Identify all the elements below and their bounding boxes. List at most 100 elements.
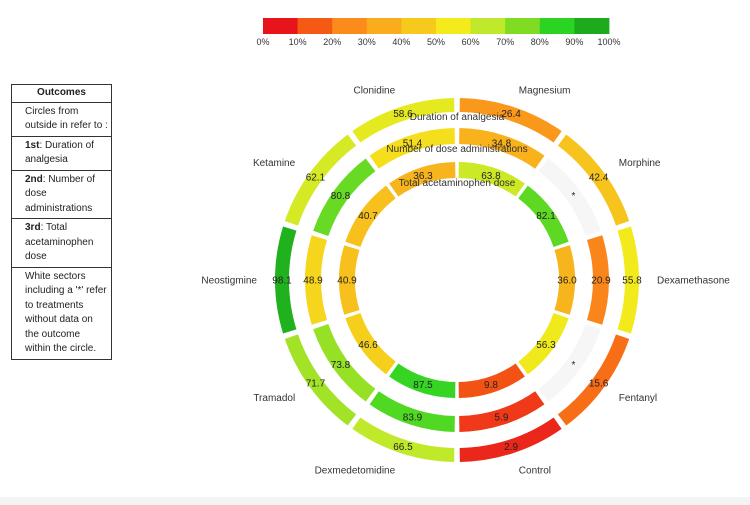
ring-3-title: Total acetaminophen dose: [399, 178, 516, 189]
ring-1-sector-dexamethasone: [617, 226, 639, 334]
legend-row-ring-2-key: 2nd: [25, 173, 43, 185]
treatment-labels: Magnesium Morphine Dexamethasone Fentanyl Co…: [201, 85, 730, 476]
ring-2-value-label: 5.9: [495, 412, 509, 423]
ring-3-sector-magnesium: [458, 162, 525, 197]
outcomes-legend: Outcomes Circles from outside in refer t…: [11, 84, 112, 360]
ring-3-value-label: 9.8: [484, 380, 498, 391]
legend-row-note-text: White sectors including a '*' refer to t…: [25, 270, 107, 355]
ring-1-sector-dexmedetomidine: [352, 417, 455, 462]
ring-2-value-label: 34.8: [492, 139, 512, 150]
ring-1-sector-ketamine: [284, 134, 357, 226]
ring-2-sector-dexamethasone: [586, 235, 609, 325]
ring-1-value-label: 15.6: [589, 378, 609, 389]
ring-1-sector-morphine: [557, 134, 630, 226]
ring-1-sector-fentanyl: [557, 334, 630, 426]
treatment-label-dexmedetomidine: Dexmedetomidine: [315, 466, 396, 477]
ring-2-sector-control: [459, 391, 545, 432]
ring-1-value-label: 66.5: [393, 442, 413, 453]
ring-3-sector-fentanyl: [518, 313, 569, 375]
color-scale-tick-label: 30%: [358, 37, 376, 47]
ring-1-value-label: 58.6: [393, 109, 413, 120]
ring-sectors: [275, 98, 639, 462]
color-scale-swatch: [505, 18, 541, 34]
ring-1-sector-tramadol: [284, 334, 357, 426]
ring-3-value-label: 40.7: [358, 211, 378, 222]
treatment-label-clonidine: Clonidine: [353, 85, 395, 96]
color-scale-legend: 0% 10% 20% 30% 40% 50% 60% 70% 80% 90% 100%: [256, 18, 621, 47]
ring-2-value-label: 80.8: [331, 191, 351, 202]
ring-3-value-label: 56.3: [536, 340, 556, 351]
color-scale-tick-label: 90%: [565, 37, 583, 47]
ring-3-sector-clonidine: [389, 162, 456, 197]
color-scale-tick-label: 70%: [496, 37, 514, 47]
color-scale-tick-label: 80%: [531, 37, 549, 47]
ring-1-sector-clonidine: [352, 98, 455, 143]
outcomes-legend-title: Outcomes: [12, 85, 111, 103]
legend-row-intro: Circles from outside in refer to :: [12, 103, 111, 137]
color-scale-tick-label: 60%: [462, 37, 480, 47]
legend-row-ring-3-key: 3rd: [25, 222, 41, 233]
ring-2-sector-ketamine: [313, 158, 376, 236]
ring-2-value-label: 48.9: [303, 276, 323, 287]
ring-1-value-label: 55.8: [622, 276, 642, 287]
ring-1-value-label: 98.1: [272, 276, 292, 287]
color-scale-swatch: [539, 18, 575, 34]
legend-row-ring-3-text: : Total acetaminophen dose: [25, 222, 94, 262]
color-scale-tick-label: 10%: [289, 37, 307, 47]
treatment-label-dexamethasone: Dexamethasone: [657, 276, 730, 287]
legend-row-intro-text: Circles from outside in refer to :: [25, 105, 108, 132]
ring-3-sector-dexmedetomidine: [389, 363, 456, 398]
ring-2-sector-fentanyl: [538, 324, 601, 402]
ring-3-sector-dexamethasone: [554, 245, 575, 315]
page-footer-band: [0, 497, 750, 505]
color-scale-tick-label: 20%: [323, 37, 341, 47]
treatment-label-neostigmine: Neostigmine: [201, 276, 257, 287]
color-scale-tick-label: 40%: [392, 37, 410, 47]
ring-2-sector-magnesium: [459, 128, 545, 169]
treatment-label-morphine: Morphine: [619, 158, 661, 169]
ring-1-value-label: 2.9: [504, 442, 518, 453]
treatment-label-fentanyl: Fentanyl: [619, 393, 657, 404]
ring-2-sector-tramadol: [313, 324, 376, 402]
ring-2-value-label: 51.4: [403, 139, 423, 150]
ring-2-value-label: 83.9: [403, 412, 423, 423]
ring-2-sector-dexmedetomidine: [369, 391, 455, 432]
legend-row-ring-1-text: : Duration of analgesia: [25, 139, 94, 166]
color-scale-tick-label: 100%: [597, 37, 620, 47]
color-scale-swatch: [401, 18, 437, 34]
ring-3-sector-control: [458, 363, 525, 398]
ring-3-value-label: 46.6: [358, 340, 378, 351]
ring-2-value-label: *: [572, 191, 576, 202]
ring-3-sector-neostigmine: [339, 245, 360, 315]
ring-3-value-label: 87.5: [413, 380, 433, 391]
ring-2-value-label: 73.8: [331, 360, 351, 371]
legend-row-ring-1-key: 1st: [25, 139, 40, 151]
color-scale-swatch: [436, 18, 471, 34]
ring-3-value-label: 82.1: [536, 211, 556, 222]
color-scale-tick-label: 50%: [427, 37, 445, 47]
ring-2-value-label: *: [572, 360, 576, 371]
color-scale-swatch: [263, 18, 298, 34]
ring-3-sector-ketamine: [345, 185, 396, 247]
color-scale-swatch: [470, 18, 506, 34]
value-labels: 26.4 42.4 55.8 15.6 2.9 66.5 71.7 98.1 62.1 58.6 3…: [272, 109, 642, 453]
color-scale-swatch: [332, 18, 368, 34]
ring-2-sector-neostigmine: [305, 235, 328, 325]
legend-row-note: White sectors including a '*' refer to t…: [12, 268, 111, 359]
legend-row-ring-3: 3rd: Total acetaminophen dose: [12, 219, 111, 268]
ring-3-value-label: 63.8: [481, 171, 501, 182]
ring-1-sector-magnesium: [459, 98, 562, 143]
ring-1-value-label: 71.7: [306, 378, 326, 389]
color-scale-swatch: [297, 18, 333, 34]
ring-1-value-label: 42.4: [589, 173, 609, 184]
color-scale-swatch: [366, 18, 402, 34]
legend-row-ring-2: 2nd: Number of dose administrations: [12, 171, 111, 219]
legend-row-ring-2-text: : Number of dose administrations: [25, 173, 96, 214]
color-scale-tick-label: 0%: [256, 37, 269, 47]
color-scale-swatch: [574, 18, 610, 34]
treatment-label-tramadol: Tramadol: [253, 393, 295, 404]
treatment-label-ketamine: Ketamine: [253, 158, 296, 169]
ring-2-title: Number of dose administrations: [386, 144, 527, 155]
treatment-label-magnesium: Magnesium: [519, 85, 571, 96]
